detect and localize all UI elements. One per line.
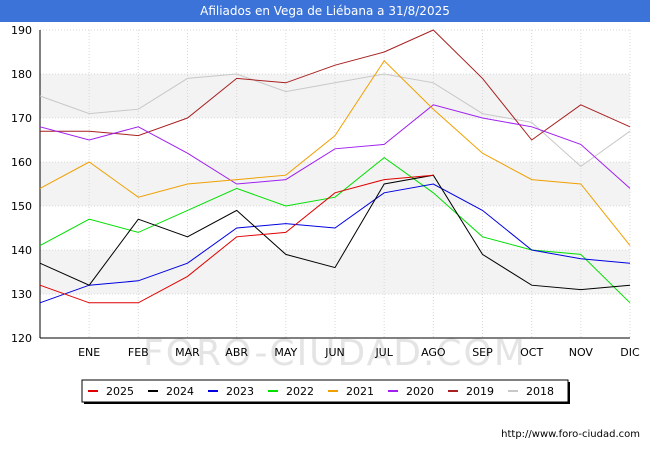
x-tick-label: MAR <box>175 346 200 359</box>
legend-label-2022: 2022 <box>286 385 314 398</box>
y-axis-ticks: 120 130 140 150 160 170 180 190 <box>11 24 32 345</box>
series-line-2021 <box>39 60 631 246</box>
y-tick-label: 190 <box>11 24 32 37</box>
y-tick-label: 130 <box>11 288 32 301</box>
x-tick-label: FEB <box>128 346 149 359</box>
legend-label-2023: 2023 <box>226 385 254 398</box>
y-tick-label: 140 <box>11 244 32 257</box>
x-tick-label: JUN <box>324 346 345 359</box>
y-tick-label: 150 <box>11 200 32 213</box>
series-line-2023 <box>39 183 631 304</box>
y-tick-label: 180 <box>11 68 32 81</box>
y-tick-label: 160 <box>11 156 32 169</box>
x-tick-label: DIC <box>620 346 640 359</box>
x-tick-label: OCT <box>520 346 543 359</box>
y-tick-label: 120 <box>11 332 32 345</box>
series-lines <box>39 29 631 304</box>
legend-label-2024: 2024 <box>166 385 194 398</box>
series-line-2018 <box>39 73 631 168</box>
series-line-2025 <box>39 174 434 304</box>
chart-title: Afiliados en Vega de Liébana a 31/8/2025 <box>0 0 650 22</box>
x-tick-label: JUL <box>374 346 393 359</box>
plot-band <box>40 250 630 294</box>
x-tick-label: ENE <box>78 346 100 359</box>
x-tick-label: NOV <box>569 346 594 359</box>
x-tick-label: AGO <box>421 346 446 359</box>
watermark: FORO-CIUDAD.COM <box>143 333 527 374</box>
legend-label-2020: 2020 <box>406 385 434 398</box>
legend-box <box>81 379 569 403</box>
legend-label-2019: 2019 <box>466 385 494 398</box>
series-line-2024 <box>39 174 631 291</box>
legend-label-2025: 2025 <box>106 385 134 398</box>
x-axis-ticks: ENE FEB MAR ABR MAY JUN JUL AGO SEP OCT NOV DIC <box>78 346 640 359</box>
legend-label-2018: 2018 <box>526 385 554 398</box>
x-tick-label: MAY <box>274 346 297 359</box>
legend-label-2021: 2021 <box>346 385 374 398</box>
y-tick-label: 170 <box>11 112 32 125</box>
series-line-2019 <box>40 29 631 141</box>
x-tick-label: SEP <box>472 346 493 359</box>
legend: 2025 2024 2023 2022 2021 2020 2019 2018 <box>81 379 570 404</box>
series-line-2020 <box>39 104 631 189</box>
x-tick-label: ABR <box>225 346 248 359</box>
source-url[interactable]: http://www.foro-ciudad.com <box>501 429 640 440</box>
